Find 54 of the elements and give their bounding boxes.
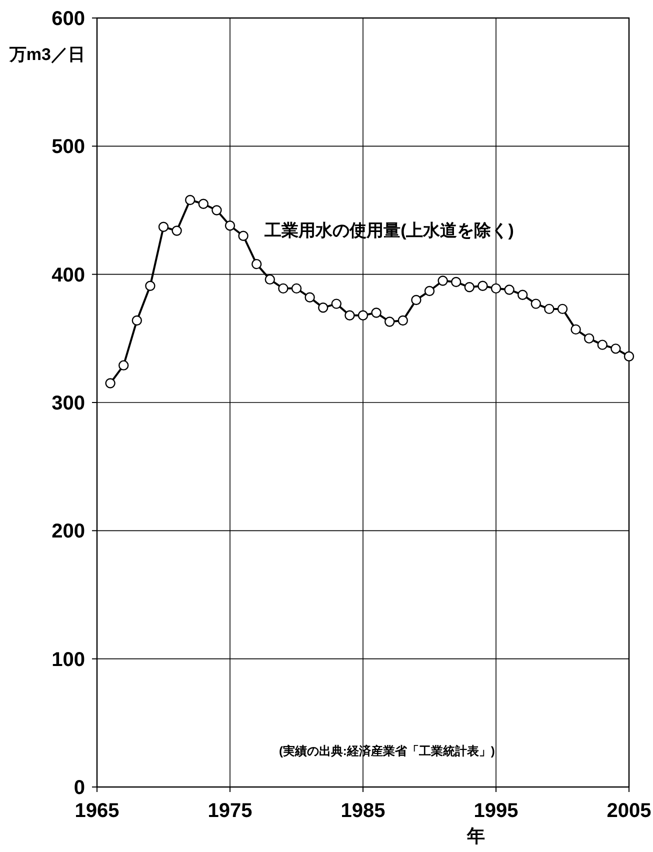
point	[118, 360, 129, 370]
point	[344, 310, 355, 320]
point	[252, 258, 262, 270]
point	[464, 282, 474, 292]
point	[518, 290, 528, 300]
point	[198, 198, 208, 209]
point	[530, 298, 541, 309]
x-tick-label: 1985	[340, 800, 386, 822]
point	[424, 286, 435, 296]
x-tick-label: 1975	[208, 800, 252, 822]
point	[451, 276, 462, 288]
point	[597, 340, 608, 350]
point	[105, 378, 116, 388]
point	[504, 284, 514, 295]
point	[438, 276, 448, 286]
y-tick-label: 400	[52, 264, 85, 286]
point	[172, 226, 182, 236]
point	[557, 304, 568, 314]
point	[264, 274, 275, 285]
point	[610, 344, 621, 354]
y-tick-label: 500	[52, 136, 85, 158]
point	[145, 280, 156, 291]
point	[411, 294, 422, 306]
y-tick-label: 200	[52, 520, 85, 543]
y-tick-label: 600	[52, 8, 85, 30]
point	[304, 292, 315, 303]
point	[158, 222, 169, 232]
point	[291, 283, 302, 294]
point	[478, 280, 488, 291]
x-axis-title: 年	[466, 826, 486, 846]
point	[224, 220, 236, 231]
point	[331, 298, 342, 309]
point	[212, 205, 222, 216]
point	[570, 324, 581, 335]
point	[318, 302, 328, 313]
point	[584, 333, 594, 344]
point	[544, 304, 554, 314]
point	[278, 283, 288, 294]
y-axis-title: 万m3／日	[8, 45, 85, 64]
x-tick-label: 1995	[474, 800, 518, 822]
y-tick-label: 0	[74, 777, 85, 799]
point	[490, 283, 502, 294]
point	[398, 315, 408, 326]
point	[358, 310, 368, 320]
x-tick-label: 1965	[74, 800, 120, 822]
x-tick-label: 2005	[606, 800, 652, 822]
point	[185, 194, 196, 206]
point	[384, 316, 395, 327]
y-tick-label: 300	[52, 392, 85, 414]
y-tick-label: 100	[52, 648, 85, 671]
point	[371, 308, 382, 318]
point	[132, 315, 142, 326]
point	[624, 351, 634, 362]
point	[238, 230, 248, 241]
